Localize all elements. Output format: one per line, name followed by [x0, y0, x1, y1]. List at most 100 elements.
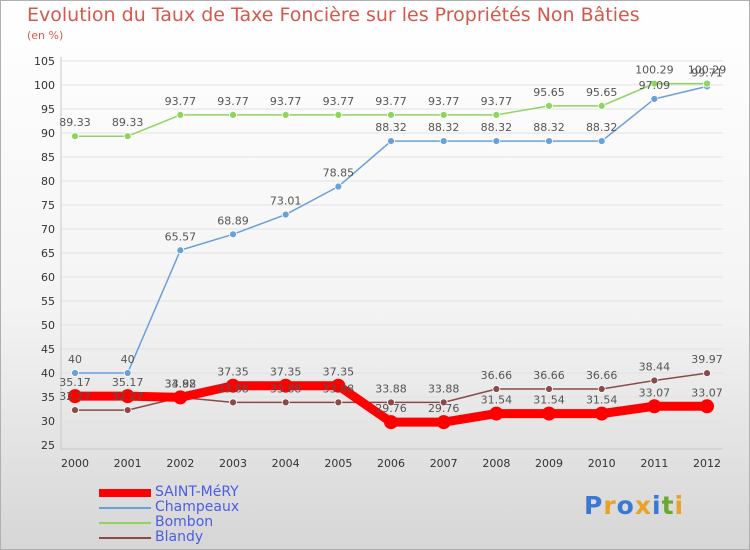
data-label-blandy: 33.88	[165, 377, 197, 390]
data-label-champeaux: 65.57	[165, 230, 197, 243]
data-label-bombon: 93.77	[323, 95, 355, 108]
x-tick-label: 2006	[377, 457, 405, 470]
x-tick-label: 2009	[535, 457, 563, 470]
legend-swatch	[99, 507, 151, 509]
legend: SAINT-MéRY Champeaux Bombon Blandy	[99, 484, 319, 545]
legend-item-bombon: Bombon	[99, 514, 319, 530]
y-tick-label: 45	[41, 343, 55, 356]
legend-item-saint-m-ry: SAINT-MéRY	[99, 484, 319, 500]
y-tick-label: 50	[41, 319, 55, 332]
data-point-blandy	[492, 385, 501, 393]
x-tick-label: 2008	[482, 457, 510, 470]
data-label-saint-m-ry: 29.76	[428, 402, 460, 415]
data-point-saint-m-ry	[226, 378, 241, 393]
data-label-blandy: 33.88	[428, 382, 460, 395]
data-label-bombon: 93.77	[481, 95, 513, 108]
data-label-blandy: 36.66	[586, 369, 618, 382]
logo-letter: t	[661, 491, 675, 520]
y-tick-label: 95	[41, 103, 55, 116]
data-point-saint-m-ry	[700, 399, 715, 414]
data-point-saint-m-ry	[120, 389, 135, 404]
data-point-champeaux	[176, 246, 185, 255]
y-tick-label: 55	[41, 295, 55, 308]
data-label-champeaux: 40	[121, 353, 135, 366]
y-tick-label: 80	[41, 175, 55, 188]
data-point-blandy	[229, 398, 237, 407]
y-tick-label: 100	[34, 79, 55, 92]
data-label-saint-m-ry: 33.07	[691, 386, 723, 399]
data-label-champeaux: 73.01	[270, 195, 302, 208]
data-label-champeaux: 88.32	[533, 121, 565, 134]
data-label-blandy: 36.66	[481, 369, 513, 382]
chart-title: Evolution du Taux de Taxe Foncière sur l…	[27, 4, 640, 26]
data-label-bombon: 93.77	[428, 95, 460, 108]
data-point-bombon	[71, 132, 79, 141]
data-point-saint-m-ry	[68, 389, 82, 404]
data-point-champeaux	[650, 95, 659, 103]
data-label-saint-m-ry: 31.54	[586, 394, 618, 407]
data-point-bombon	[703, 79, 711, 88]
data-point-blandy	[439, 398, 448, 407]
data-point-champeaux	[492, 137, 501, 145]
legend-swatch	[99, 537, 151, 539]
x-tick-label: 2012	[693, 457, 721, 470]
data-point-bombon	[387, 111, 395, 119]
data-label-bombon: 93.77	[165, 95, 197, 108]
data-point-blandy	[71, 406, 79, 415]
data-point-bombon	[229, 111, 237, 119]
legend-label: Bombon	[155, 514, 214, 530]
data-label-saint-m-ry: 31.54	[533, 394, 565, 407]
data-label-champeaux: 99.71	[691, 66, 723, 79]
y-tick-label: 75	[41, 199, 55, 212]
logo-letter: x	[634, 491, 652, 520]
logo-letter: o	[616, 491, 635, 520]
data-label-champeaux: 40	[68, 353, 82, 366]
y-tick-label: 90	[41, 127, 55, 140]
data-label-blandy: 33.88	[217, 382, 249, 395]
data-point-champeaux	[123, 369, 132, 377]
data-label-champeaux: 88.32	[586, 121, 618, 134]
data-point-bombon	[334, 111, 343, 119]
data-point-saint-m-ry	[278, 378, 293, 393]
data-point-champeaux	[387, 137, 395, 145]
legend-label: Blandy	[155, 529, 204, 545]
data-label-champeaux: 88.32	[428, 121, 460, 134]
data-label-bombon: 89.33	[112, 116, 144, 129]
data-point-saint-m-ry	[594, 406, 609, 421]
data-point-blandy	[123, 406, 132, 415]
legend-label: SAINT-MéRY	[155, 484, 239, 500]
data-point-blandy	[281, 398, 290, 407]
x-tick-label: 2003	[219, 457, 247, 470]
data-point-bombon	[439, 111, 448, 119]
data-point-bombon	[492, 111, 501, 119]
data-point-saint-m-ry	[331, 378, 346, 393]
legend-label: Champeaux	[155, 499, 240, 515]
x-tick-label: 2002	[166, 457, 194, 470]
series-layer	[68, 79, 715, 430]
data-point-bombon	[123, 132, 132, 141]
data-label-saint-m-ry: 33.07	[639, 386, 671, 399]
data-label-bombon: 95.65	[533, 86, 565, 99]
data-label-blandy: 32.27	[59, 390, 91, 403]
data-point-champeaux	[439, 137, 448, 145]
data-label-blandy: 36.66	[533, 369, 565, 382]
data-label-saint-m-ry: 37.35	[270, 366, 302, 379]
data-point-bombon	[176, 111, 185, 119]
axes: 25 30 35 40 45 50 55 60 65 70 75 80 85 90 95 100 105 2000…	[34, 55, 723, 470]
data-point-blandy	[545, 385, 553, 393]
data-point-champeaux	[71, 369, 79, 377]
data-label-champeaux: 88.32	[375, 121, 407, 134]
data-point-blandy	[387, 398, 395, 407]
data-label-saint-m-ry: 37.35	[323, 366, 355, 379]
x-tick-label: 2000	[61, 457, 89, 470]
y-tick-label: 30	[41, 415, 55, 428]
y-tick-label: 65	[41, 247, 55, 260]
legend-item-champeaux: Champeaux	[99, 499, 319, 515]
y-tick-label: 40	[41, 367, 55, 380]
data-label-saint-m-ry: 29.76	[375, 402, 407, 415]
data-point-saint-m-ry	[489, 406, 504, 421]
proxiti-logo: Proxiti	[584, 491, 684, 520]
data-label-champeaux: 68.89	[217, 214, 249, 227]
legend-item-blandy: Blandy	[99, 529, 319, 545]
